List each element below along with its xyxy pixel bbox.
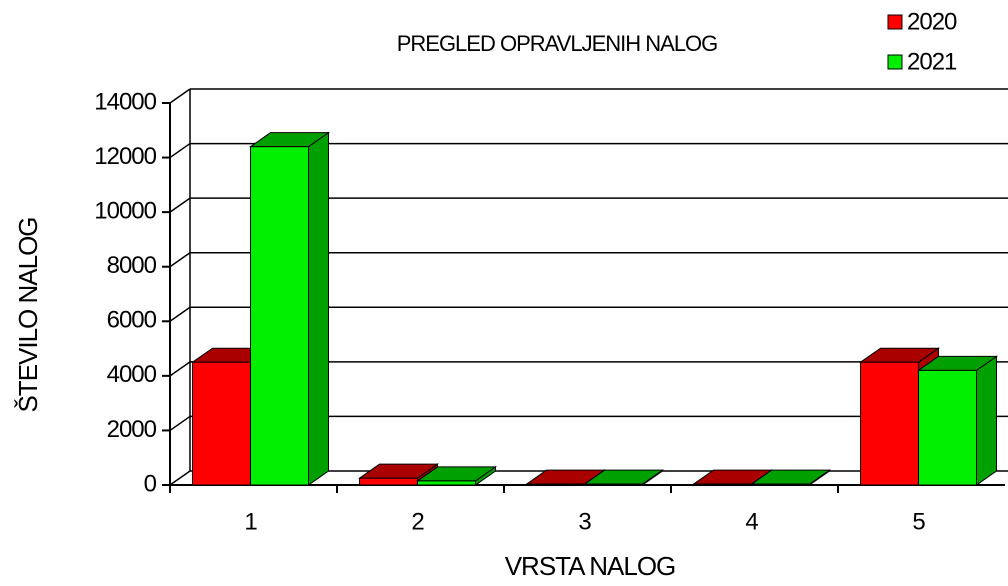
- bar: [417, 480, 476, 486]
- y-tick-label: 4000: [107, 361, 157, 388]
- bar: [860, 361, 919, 486]
- legend-label: 2020: [907, 8, 957, 35]
- bar: [359, 477, 418, 486]
- bar: [693, 483, 752, 486]
- legend-swatch: [887, 14, 903, 30]
- x-axis-label: VRSTA NALOG: [505, 551, 676, 581]
- grid-line: [169, 470, 191, 486]
- x-tick-label: 2: [411, 508, 424, 535]
- bar: [250, 146, 309, 486]
- y-tick-label: 10000: [94, 197, 156, 224]
- y-axis-label: ŠTEVILO NALOG: [13, 217, 43, 412]
- bar: [584, 483, 643, 486]
- y-tick-label: 14000: [94, 88, 156, 115]
- x-tick-label: 4: [745, 508, 758, 535]
- bar-side: [976, 355, 997, 486]
- y-tick-label: 2000: [107, 416, 157, 443]
- legend-swatch: [887, 54, 903, 70]
- x-tick-label: 1: [244, 508, 257, 535]
- grid-line: [169, 306, 191, 322]
- bar-side: [308, 131, 329, 486]
- y-tick-label: 0: [144, 470, 157, 497]
- grid-line: [169, 197, 191, 213]
- grid-line: [169, 252, 191, 268]
- y-tick-label: 8000: [107, 252, 157, 279]
- grid-line: [169, 415, 191, 432]
- y-tick-label: 6000: [107, 307, 157, 334]
- y-tick-label: 12000: [94, 143, 156, 170]
- bar: [192, 361, 251, 486]
- grid-line: [169, 361, 191, 377]
- legend-label: 2021: [907, 48, 957, 75]
- bar: [526, 483, 585, 486]
- grid-line: [169, 142, 191, 159]
- bar: [751, 483, 810, 486]
- x-tick-label: 3: [578, 508, 591, 535]
- grid-line: [169, 88, 191, 104]
- x-tick-label: 5: [912, 508, 925, 535]
- bar: [918, 369, 977, 486]
- chart-title: PREGLED OPRAVLJENIH NALOG: [397, 31, 718, 56]
